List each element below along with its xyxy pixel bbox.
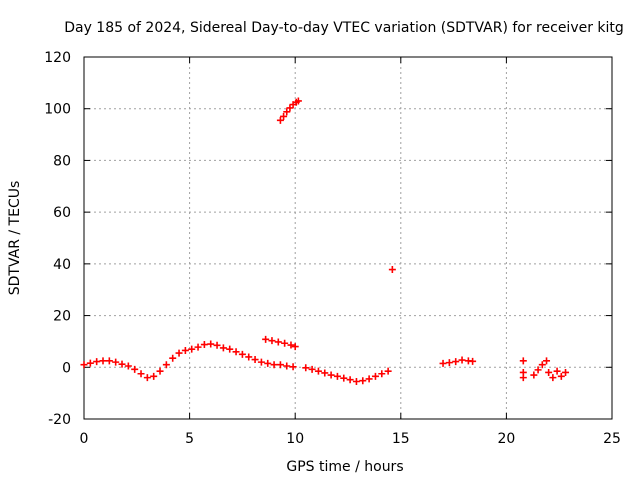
data-point <box>262 335 270 343</box>
data-point <box>105 357 113 365</box>
data-point <box>169 354 177 362</box>
data-point <box>137 370 145 378</box>
data-point <box>245 353 253 361</box>
data-point <box>181 346 189 354</box>
plot-frame <box>83 56 613 420</box>
x-tick-label: 5 <box>185 431 194 447</box>
data-point <box>439 359 447 367</box>
y-tick-label: 60 <box>53 205 71 221</box>
y-tick-label: 100 <box>44 102 71 118</box>
data-point <box>452 358 460 366</box>
data-point <box>283 362 291 370</box>
data-point <box>530 371 538 379</box>
y-tick-label: 120 <box>44 50 71 66</box>
data-point <box>143 374 151 382</box>
data-points <box>80 97 570 386</box>
data-point <box>302 364 310 372</box>
data-point <box>283 108 291 116</box>
data-point <box>562 368 570 376</box>
data-point <box>276 361 284 369</box>
data-point <box>327 371 335 379</box>
data-point <box>207 340 215 348</box>
data-point <box>99 357 107 365</box>
data-point <box>549 374 557 382</box>
data-point <box>291 343 299 351</box>
data-point <box>281 339 289 347</box>
data-point <box>352 378 360 386</box>
data-point <box>238 350 246 358</box>
x-tick-label: 15 <box>392 431 410 447</box>
data-point <box>93 358 101 366</box>
data-point <box>124 362 132 370</box>
data-point <box>294 97 302 105</box>
y-tick-label: 20 <box>53 309 71 325</box>
data-point <box>276 116 284 124</box>
data-point <box>557 372 565 380</box>
data-point <box>86 359 94 367</box>
x-tick-label: 10 <box>286 431 304 447</box>
data-point <box>287 341 295 349</box>
data-point <box>333 372 341 380</box>
data-point <box>458 356 466 364</box>
data-point <box>112 358 120 366</box>
data-point <box>545 368 553 376</box>
data-point <box>162 361 170 369</box>
data-point <box>340 374 348 382</box>
data-point <box>188 345 196 353</box>
data-point <box>346 376 354 384</box>
data-point <box>150 372 158 380</box>
data-point <box>378 370 386 378</box>
y-tick-label: 0 <box>62 360 71 376</box>
data-point <box>371 372 379 380</box>
x-tick-label: 20 <box>497 431 515 447</box>
data-point <box>156 367 164 375</box>
axis-ticks: 0 5 10 15 20 25 -20 0 20 40 60 80 100 120 <box>44 50 621 447</box>
data-point <box>226 345 234 353</box>
x-tick-label: 25 <box>603 431 621 447</box>
data-point <box>289 363 297 371</box>
data-point <box>257 358 265 366</box>
data-point <box>445 359 453 367</box>
data-point <box>543 357 551 365</box>
chart-title: Day 185 of 2024, Sidereal Day-to-day VTE… <box>64 20 624 36</box>
data-point <box>384 367 392 375</box>
data-point <box>194 343 202 351</box>
data-point <box>286 104 294 112</box>
data-point <box>131 365 139 373</box>
data-point <box>538 361 546 369</box>
data-point <box>519 374 527 382</box>
data-point <box>213 341 221 349</box>
data-point <box>314 367 322 375</box>
x-axis-label: GPS time / hours <box>286 459 403 475</box>
grid-lines <box>84 57 612 419</box>
data-point <box>251 356 259 364</box>
data-point <box>280 112 288 120</box>
data-point <box>365 375 373 383</box>
data-point <box>388 266 396 274</box>
y-tick-label: 80 <box>53 153 71 169</box>
data-point <box>219 344 227 352</box>
data-point <box>519 357 527 365</box>
y-tick-label: -20 <box>48 412 71 428</box>
data-point <box>270 361 278 369</box>
data-point <box>175 349 183 357</box>
data-point <box>469 357 477 365</box>
data-point <box>321 369 329 377</box>
data-point <box>232 348 240 356</box>
data-point <box>264 359 272 367</box>
data-point <box>268 337 276 345</box>
y-axis-label: SDTVAR / TECUs <box>7 181 23 296</box>
data-point <box>553 367 561 375</box>
data-point <box>274 338 282 346</box>
data-point <box>534 366 542 374</box>
data-point <box>200 341 208 349</box>
y-tick-label: 40 <box>53 257 71 273</box>
x-tick-label: 0 <box>80 431 89 447</box>
data-point <box>359 377 367 385</box>
data-point <box>118 360 126 368</box>
data-point <box>308 365 316 373</box>
data-point <box>80 361 88 369</box>
